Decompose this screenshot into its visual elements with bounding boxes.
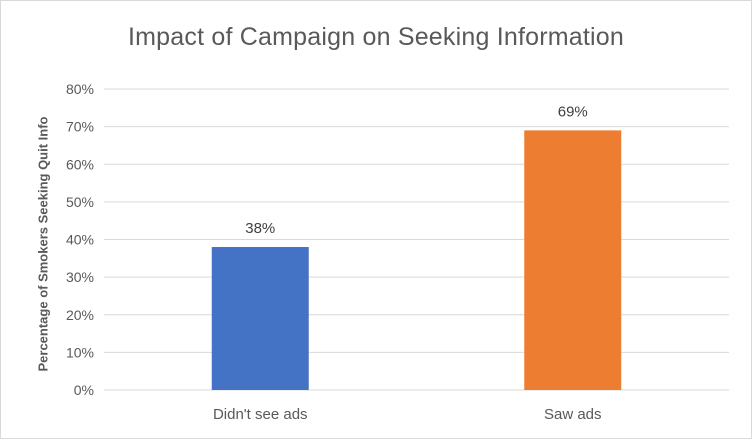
bar-1	[524, 130, 622, 390]
gridlines	[104, 88, 729, 391]
x-category-label: Didn't see ads	[213, 406, 308, 423]
bar-0	[211, 247, 309, 390]
chart-title: Impact of Campaign on Seeking Informatio…	[128, 23, 624, 51]
y-tick-label: 40%	[66, 232, 94, 248]
data-label: 38%	[245, 220, 275, 237]
x-axis-categories: Didn't see ads Saw ads	[213, 406, 602, 423]
bars	[211, 130, 622, 390]
y-tick-label: 60%	[66, 156, 94, 172]
y-tick-label: 0%	[74, 382, 94, 398]
y-tick-label: 50%	[66, 194, 94, 210]
y-tick-label: 30%	[66, 269, 94, 285]
y-tick-label: 80%	[66, 81, 94, 97]
data-label: 69%	[558, 103, 588, 120]
y-tick-label: 70%	[66, 119, 94, 135]
y-axis-ticks: 0% 10% 20% 30% 40% 50% 60% 70% 80%	[66, 81, 94, 398]
x-category-label: Saw ads	[544, 406, 602, 423]
y-tick-label: 10%	[66, 344, 94, 360]
data-labels: 38% 69%	[245, 103, 588, 237]
y-tick-label: 20%	[66, 307, 94, 323]
